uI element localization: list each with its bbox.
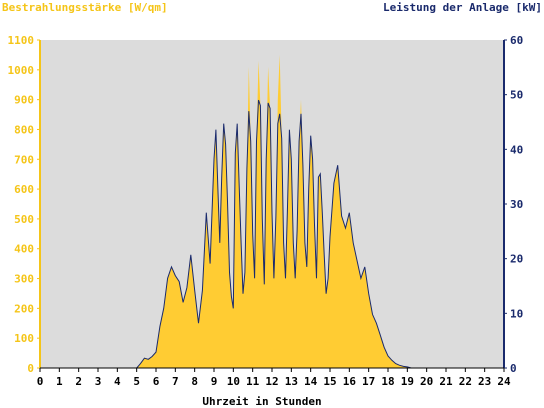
x-tick-label: 15 xyxy=(323,375,336,388)
left-tick-label: 800 xyxy=(14,123,34,136)
x-tick-label: 24 xyxy=(497,375,511,388)
x-tick-label: 5 xyxy=(133,375,140,388)
power-line xyxy=(40,99,504,369)
right-tick-label: 40 xyxy=(510,143,523,156)
left-tick-label: 900 xyxy=(14,94,34,107)
right-tick-label: 10 xyxy=(510,307,523,320)
x-tick-label: 10 xyxy=(227,375,240,388)
x-tick-label: 18 xyxy=(381,375,394,388)
x-tick-label: 0 xyxy=(37,375,44,388)
left-tick-label: 500 xyxy=(14,213,34,226)
x-tick-label: 20 xyxy=(420,375,433,388)
left-tick-label: 600 xyxy=(14,183,34,196)
irradiance-area xyxy=(40,54,504,369)
right-tick-labels: 0 10 20 30 40 50 60 xyxy=(504,34,523,375)
right-tick-label: 60 xyxy=(510,34,523,47)
x-tick-label: 14 xyxy=(304,375,318,388)
left-tick-labels: 0 100 200 300 400 500 600 700 800 900 1000 1100 xyxy=(8,34,40,375)
x-tick-label: 22 xyxy=(459,375,472,388)
left-tick-label: 200 xyxy=(14,302,34,315)
right-tick-label: 20 xyxy=(510,253,523,266)
left-tick-label: 700 xyxy=(14,153,34,166)
x-tick-labels: 0 1 2 3 4 5 6 7 8 9 10 11 12 13 14 15 16 17 18 19 20 21 22 23 24 xyxy=(37,368,511,388)
x-tick-label: 17 xyxy=(362,375,375,388)
x-tick-label: 6 xyxy=(153,375,160,388)
left-tick-label: 300 xyxy=(14,273,34,286)
right-tick-label: 30 xyxy=(510,198,523,211)
x-tick-label: 11 xyxy=(246,375,260,388)
x-tick-label: 1 xyxy=(56,375,63,388)
left-tick-label: 100 xyxy=(14,332,34,345)
x-tick-label: 12 xyxy=(265,375,278,388)
x-tick-label: 16 xyxy=(343,375,357,388)
x-tick-label: 8 xyxy=(191,375,198,388)
x-tick-label: 13 xyxy=(285,375,298,388)
x-tick-label: 2 xyxy=(75,375,82,388)
right-tick-label: 0 xyxy=(510,362,517,375)
x-tick-label: 7 xyxy=(172,375,179,388)
left-tick-label: 0 xyxy=(27,362,34,375)
x-tick-label: 4 xyxy=(114,375,121,388)
x-tick-label: 3 xyxy=(95,375,102,388)
right-axis-title: Leistung der Anlage [kW] xyxy=(383,1,542,14)
x-tick-label: 21 xyxy=(439,375,453,388)
x-tick-label: 19 xyxy=(401,375,414,388)
left-tick-label: 400 xyxy=(14,243,34,256)
left-tick-label: 1100 xyxy=(8,34,35,47)
left-tick-label: 1000 xyxy=(8,64,35,77)
x-axis-label: Uhrzeit in Stunden xyxy=(202,395,321,408)
left-axis-title: Bestrahlungsstärke [W/qm] xyxy=(2,1,168,14)
right-tick-label: 50 xyxy=(510,89,523,102)
x-tick-label: 23 xyxy=(478,375,491,388)
x-tick-label: 9 xyxy=(211,375,218,388)
